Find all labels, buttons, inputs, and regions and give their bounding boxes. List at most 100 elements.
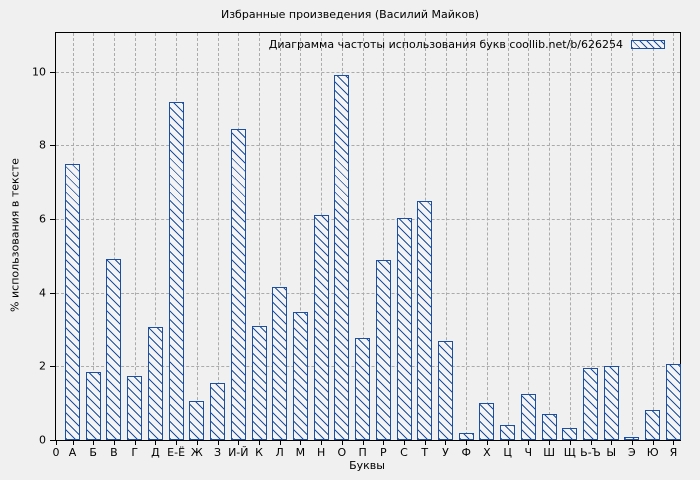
x-tick-label: Ь-Ъ (580, 446, 601, 459)
x-axis-tick (176, 440, 177, 445)
x-axis-tick (259, 440, 260, 445)
x-axis-tick (155, 440, 156, 445)
x-axis-tick (528, 440, 529, 445)
x-axis-tick (425, 440, 426, 445)
y-tick-label: 2 (39, 359, 46, 373)
x-tick-label: Ж (190, 446, 203, 459)
bar-Е-Ё (168, 102, 184, 440)
gridline-vertical (300, 33, 302, 440)
legend-key-swatch (631, 40, 665, 49)
bar-Ж (189, 401, 205, 440)
bar-Л (272, 287, 288, 440)
x-axis-tick (300, 440, 301, 445)
x-tick-label: Ц (503, 446, 512, 459)
x-tick-label: О (337, 446, 347, 459)
x-axis-tick (611, 440, 612, 445)
x-tick-label: М (295, 446, 306, 459)
bar-В (106, 259, 122, 440)
bar-П (355, 338, 371, 440)
y-axis-tick (50, 145, 55, 146)
bar-Х (479, 403, 495, 440)
x-axis-tick (632, 440, 633, 445)
x-tick-label: Б (89, 446, 97, 459)
bar-Я (665, 364, 681, 440)
bar-Ф (458, 433, 474, 440)
x-tick-label: Р (379, 446, 387, 459)
gridline-horizontal (56, 72, 680, 73)
x-axis-tick (73, 440, 74, 445)
chart-title: Избранные произведения (Василий Майков) (220, 8, 480, 21)
gridline-vertical (528, 33, 530, 440)
gridline-vertical (631, 33, 633, 440)
x-axis-tick (197, 440, 198, 445)
x-tick-label: П (358, 446, 367, 459)
bar-С (396, 218, 412, 440)
legend: Диаграмма частоты использования букв coo… (269, 38, 665, 51)
bar-О (334, 75, 350, 440)
gridline-vertical (611, 33, 613, 440)
x-tick-label: Щ (563, 446, 576, 459)
gridline-vertical (93, 33, 95, 440)
gridline-horizontal (56, 219, 680, 220)
bar-К (251, 326, 267, 440)
gridline-vertical (259, 33, 260, 440)
x-axis-tick (466, 440, 467, 445)
x-tick-label: Х (483, 446, 491, 459)
x-axis-tick (673, 440, 674, 445)
gridline-vertical (486, 33, 488, 440)
x-axis-tick (238, 440, 239, 445)
gridline-vertical (466, 33, 468, 440)
x-axis-tick (114, 440, 115, 445)
x-tick-label: С (400, 446, 408, 459)
bar-Р (375, 260, 391, 440)
bar-М (292, 312, 308, 440)
x-tick-label: Ф (461, 446, 471, 459)
x-axis-tick (135, 440, 136, 445)
x-axis-tick (487, 440, 488, 445)
x-tick-label: Г (131, 446, 139, 459)
bar-Щ (562, 428, 578, 440)
x-axis-tick (280, 440, 281, 445)
y-axis-tick (50, 440, 55, 441)
x-tick-label: 0 (52, 446, 60, 459)
x-axis-tick (93, 440, 94, 445)
gridline-horizontal (56, 293, 680, 294)
y-axis-tick (50, 293, 55, 294)
x-axis-tick (383, 440, 384, 445)
gridline-vertical (279, 33, 281, 440)
gridline-vertical (673, 33, 675, 440)
bar-Ш (541, 414, 557, 440)
x-axis-tick (445, 440, 446, 445)
x-tick-label: Ы (606, 446, 617, 459)
x-axis-tick (549, 440, 550, 445)
x-axis-tick (508, 440, 509, 445)
x-tick-label: А (68, 446, 77, 459)
x-tick-label: Л (275, 446, 284, 459)
x-tick-label: Э (628, 446, 636, 459)
x-tick-label: Я (669, 446, 678, 459)
x-axis-tick (363, 440, 364, 445)
bar-Т (417, 201, 433, 440)
bar-З (210, 383, 225, 440)
y-axis-tick (50, 219, 55, 220)
x-tick-label: И-Й (228, 446, 249, 459)
gridline-vertical (569, 33, 571, 440)
gridline-vertical (196, 33, 198, 440)
y-tick-label: 0 (39, 433, 46, 447)
gridline-vertical (507, 33, 509, 440)
gridline-vertical (362, 33, 364, 440)
gridline-horizontal (56, 145, 680, 146)
bar-Э (624, 437, 640, 440)
x-axis-tick (653, 440, 654, 445)
x-tick-label: Ю (646, 446, 659, 459)
x-axis-tick (321, 440, 322, 445)
bar-А (65, 164, 80, 440)
bar-Ч (520, 394, 536, 440)
x-tick-label: К (255, 446, 263, 459)
bar-Ц (500, 425, 516, 440)
y-axis-tick (50, 366, 55, 367)
bar-Ю (645, 410, 661, 440)
gridline-vertical (113, 33, 115, 440)
gridline-vertical (445, 33, 447, 440)
